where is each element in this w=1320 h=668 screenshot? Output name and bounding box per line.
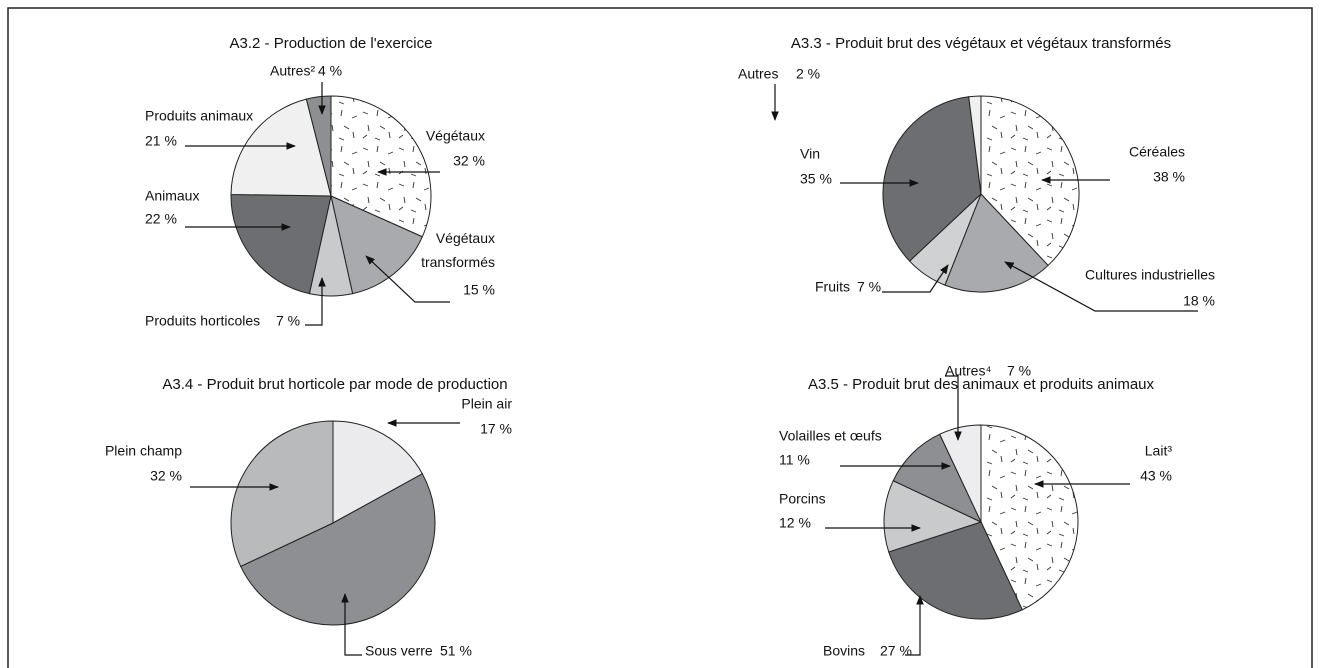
slice-label: Porcins xyxy=(779,491,826,507)
slice-label: Animaux xyxy=(145,188,199,204)
slice-value-label: 12 % xyxy=(779,515,811,531)
slice-label: Lait³ xyxy=(1145,443,1173,459)
pie-slice xyxy=(330,95,432,238)
leader-line xyxy=(1004,261,1198,312)
pie-slice xyxy=(888,521,1023,620)
slice-label: Fruits xyxy=(815,279,850,295)
slice-value-label: 51 % xyxy=(440,643,472,659)
slice-value-label: 7 % xyxy=(857,279,881,295)
pie-slice xyxy=(230,193,332,295)
slice-label: Plein air xyxy=(461,396,512,412)
pie-slice xyxy=(230,420,334,568)
slice-value-label: 22 % xyxy=(145,211,177,227)
slice-value-label: 4 % xyxy=(318,63,342,79)
slice-value-label: 2 % xyxy=(796,66,820,82)
pie-slice xyxy=(980,424,1079,611)
pie-slice xyxy=(980,95,1080,267)
slice-value-label: 7 % xyxy=(1007,363,1031,379)
frame xyxy=(7,7,1313,668)
slice-label: Sous verre xyxy=(365,643,433,659)
slice-value-label: 32 % xyxy=(150,468,182,484)
slice-label: Produits horticoles xyxy=(145,313,260,329)
slice-value-label: 32 % xyxy=(453,153,485,169)
pie-slice xyxy=(882,96,982,262)
pie-slice xyxy=(230,98,332,197)
slice-label: Vin xyxy=(800,146,820,162)
pie-slice xyxy=(883,480,983,553)
chart-title: A3.3 - Produit brut des végétaux et végé… xyxy=(791,35,1171,52)
slice-label: Végétaux xyxy=(426,128,485,144)
slice-label: Produits animaux xyxy=(145,108,253,124)
chart-title: A3.4 - Produit brut horticole par mode d… xyxy=(162,376,507,393)
slice-label: Autres xyxy=(738,66,778,82)
slice-value-label: 27 % xyxy=(880,643,912,659)
leader-line xyxy=(905,595,924,656)
slice-label: Cultures industrielles xyxy=(1085,267,1215,283)
pie-slice xyxy=(305,95,332,197)
pie-slice xyxy=(330,195,423,295)
slice-label: Bovins xyxy=(823,643,865,659)
slice-value-label: 43 % xyxy=(1140,468,1172,484)
pie-slice xyxy=(939,424,982,523)
slice-value-label: 11 % xyxy=(779,452,810,468)
pie-slice xyxy=(892,433,983,524)
leader-line xyxy=(305,277,326,326)
leader-line xyxy=(882,264,949,293)
slice-label: Autres⁴ xyxy=(945,363,991,379)
slice-label: Autres² xyxy=(270,63,315,79)
pie-slice xyxy=(944,193,1049,293)
pie-slice xyxy=(968,95,982,195)
leader-line xyxy=(945,375,962,441)
slice-label: Volailles et œufs xyxy=(779,428,882,444)
slice-value-label: 38 % xyxy=(1153,169,1185,185)
slice-label: Céréales xyxy=(1129,144,1185,160)
pie-slice xyxy=(332,420,424,524)
slice-value-label: 7 % xyxy=(276,313,300,329)
slice-value-label: 18 % xyxy=(1183,293,1215,309)
leader-line xyxy=(365,255,450,303)
slice-value-label: 35 % xyxy=(800,171,832,187)
slice-value-label: 15 % xyxy=(463,282,495,298)
chart-title: A3.2 - Production de l'exercice xyxy=(230,35,433,52)
slice-value-label: 17 % xyxy=(480,421,512,437)
leader-line xyxy=(341,593,362,656)
pie-slice xyxy=(240,473,436,626)
slice-label: Plein champ xyxy=(105,443,182,459)
chart-title: A3.5 - Produit brut des animaux et produ… xyxy=(808,376,1155,393)
slice-label: Végétaux transformés xyxy=(421,230,495,270)
slice-value-label: 21 % xyxy=(145,133,177,149)
